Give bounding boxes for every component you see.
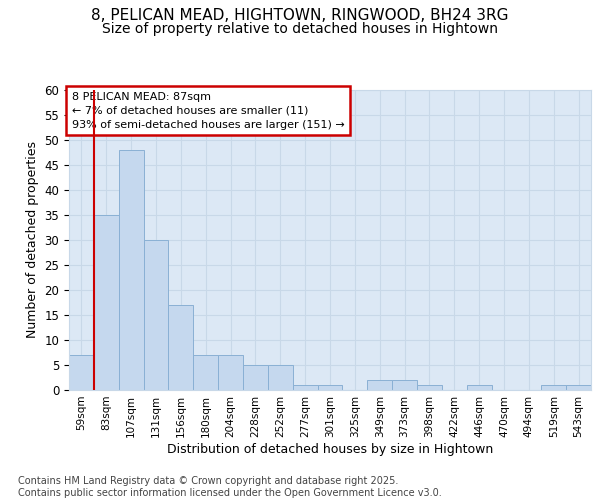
Bar (193, 355, 218, 390)
Text: 8 PELICAN MEAD: 87sqm
← 7% of detached houses are smaller (11)
93% of semi-detac: 8 PELICAN MEAD: 87sqm ← 7% of detached h… (71, 92, 344, 130)
Bar (243, 365, 268, 390)
Bar (69, 355, 94, 390)
Bar (566, 385, 591, 390)
Text: 8, PELICAN MEAD, HIGHTOWN, RINGWOOD, BH24 3RG: 8, PELICAN MEAD, HIGHTOWN, RINGWOOD, BH2… (91, 8, 509, 22)
X-axis label: Distribution of detached houses by size in Hightown: Distribution of detached houses by size … (167, 442, 493, 456)
Bar (317, 385, 343, 390)
Bar (218, 355, 243, 390)
Bar (392, 380, 417, 390)
Bar (367, 380, 392, 390)
Bar (541, 385, 566, 390)
Bar (143, 240, 169, 390)
Text: Contains HM Land Registry data © Crown copyright and database right 2025.
Contai: Contains HM Land Registry data © Crown c… (18, 476, 442, 498)
Bar (94, 215, 119, 390)
Y-axis label: Number of detached properties: Number of detached properties (26, 142, 39, 338)
Bar (293, 385, 317, 390)
Bar (119, 150, 143, 390)
Text: Size of property relative to detached houses in Hightown: Size of property relative to detached ho… (102, 22, 498, 36)
Bar (467, 385, 491, 390)
Bar (169, 305, 193, 390)
Bar (417, 385, 442, 390)
Bar (268, 365, 293, 390)
